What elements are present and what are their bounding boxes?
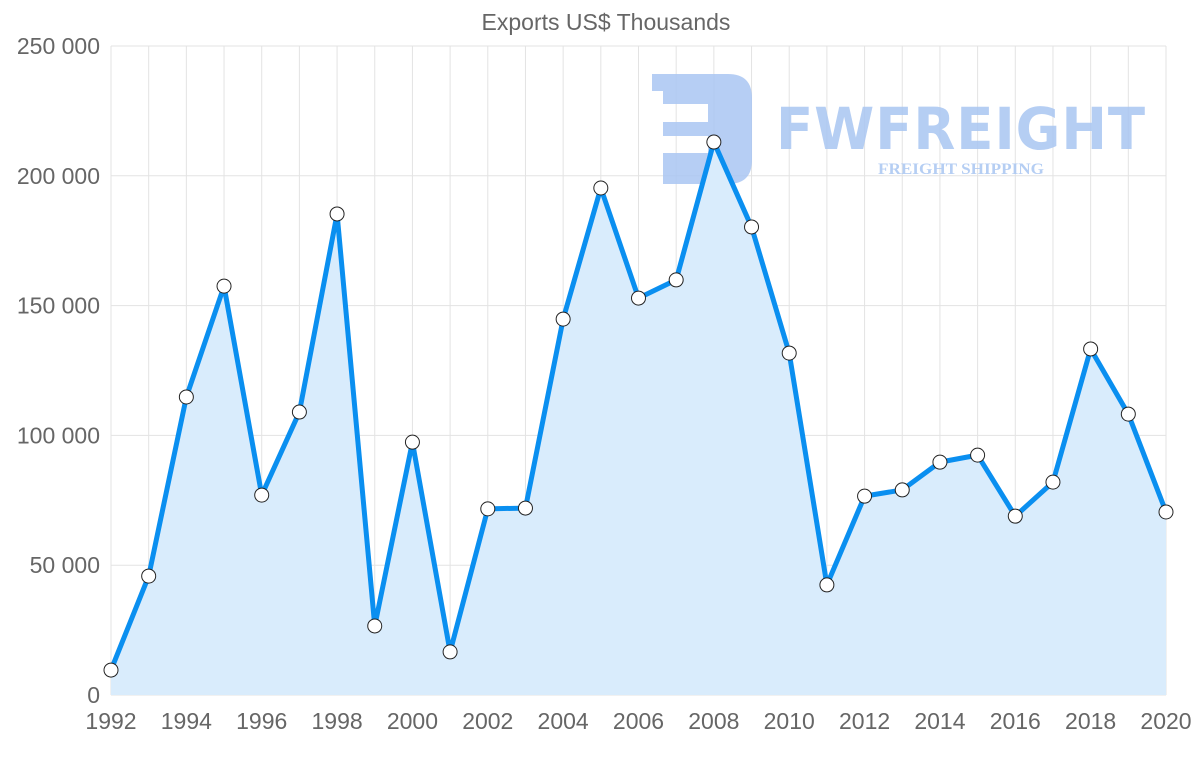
data-point-1994[interactable] xyxy=(178,389,194,405)
y-tick-label: 200 000 xyxy=(17,163,100,189)
data-point-2014[interactable] xyxy=(932,454,948,470)
data-point-2005[interactable] xyxy=(593,180,609,196)
fwfreight-logo-icon xyxy=(652,74,752,184)
watermark-brand: FWFREIGHT xyxy=(776,95,1146,163)
data-point-1998[interactable] xyxy=(329,206,345,222)
y-tick-label: 250 000 xyxy=(17,33,100,59)
x-tick-label: 1992 xyxy=(85,708,136,734)
x-axis-ticks: 1992 1994 1996 1998 2000 2002 2004 2006 2008 2010… xyxy=(85,708,1191,734)
data-point-1999[interactable] xyxy=(367,618,383,634)
data-point-1995[interactable] xyxy=(216,278,232,294)
data-point-2003[interactable] xyxy=(517,500,533,516)
series-exports xyxy=(103,134,1174,695)
x-tick-label: 2018 xyxy=(1065,708,1116,734)
data-point-2000[interactable] xyxy=(404,434,420,450)
x-tick-label: 2020 xyxy=(1140,708,1191,734)
data-point-1992[interactable] xyxy=(103,662,119,678)
data-point-2006[interactable] xyxy=(631,290,646,306)
x-tick-label: 2008 xyxy=(688,708,739,734)
data-point-2001[interactable] xyxy=(442,644,458,660)
data-point-2011[interactable] xyxy=(819,577,835,593)
x-tick-label: 2002 xyxy=(462,708,513,734)
watermark-tagline: FREIGHT SHIPPING xyxy=(878,161,1045,178)
y-tick-label: 0 xyxy=(87,682,100,708)
x-tick-label: 2010 xyxy=(764,708,815,734)
fwfreight-watermark-logo: FWFREIGHT FREIGHT SHIPPING xyxy=(652,74,1146,184)
data-point-2008[interactable] xyxy=(706,134,722,150)
x-tick-label: 2012 xyxy=(839,708,890,734)
x-tick-label: 1998 xyxy=(311,708,362,734)
y-tick-label: 100 000 xyxy=(17,422,100,448)
data-point-2015[interactable] xyxy=(970,447,986,463)
data-point-2017[interactable] xyxy=(1045,474,1061,490)
data-point-1996[interactable] xyxy=(254,487,270,503)
x-tick-label: 2016 xyxy=(990,708,1041,734)
data-point-2019[interactable] xyxy=(1120,406,1136,422)
x-tick-label: 1994 xyxy=(161,708,212,734)
y-tick-label: 150 000 xyxy=(17,293,100,319)
x-tick-label: 2000 xyxy=(387,708,438,734)
chart-title: Exports US$ Thousands xyxy=(482,9,731,35)
data-point-1997[interactable] xyxy=(291,404,307,420)
data-point-2009[interactable] xyxy=(744,219,760,235)
data-point-1993[interactable] xyxy=(141,568,157,584)
data-point-2002[interactable] xyxy=(480,501,496,517)
y-axis-ticks: 0 50 000 100 000 150 000 200 000 250 000 xyxy=(17,33,100,708)
x-tick-label: 2006 xyxy=(613,708,664,734)
y-tick-label: 50 000 xyxy=(30,552,100,578)
data-point-2012[interactable] xyxy=(857,488,873,504)
x-tick-label: 2014 xyxy=(914,708,965,734)
data-point-2007[interactable] xyxy=(668,272,684,288)
data-point-2020[interactable] xyxy=(1158,504,1174,520)
data-point-2010[interactable] xyxy=(781,345,797,361)
x-tick-label: 2004 xyxy=(538,708,589,734)
series-area-fill xyxy=(111,142,1166,695)
x-tick-label: 1996 xyxy=(236,708,287,734)
data-point-2004[interactable] xyxy=(555,311,571,327)
data-point-2016[interactable] xyxy=(1007,508,1023,524)
data-point-2018[interactable] xyxy=(1083,341,1099,357)
data-point-2013[interactable] xyxy=(894,482,910,498)
